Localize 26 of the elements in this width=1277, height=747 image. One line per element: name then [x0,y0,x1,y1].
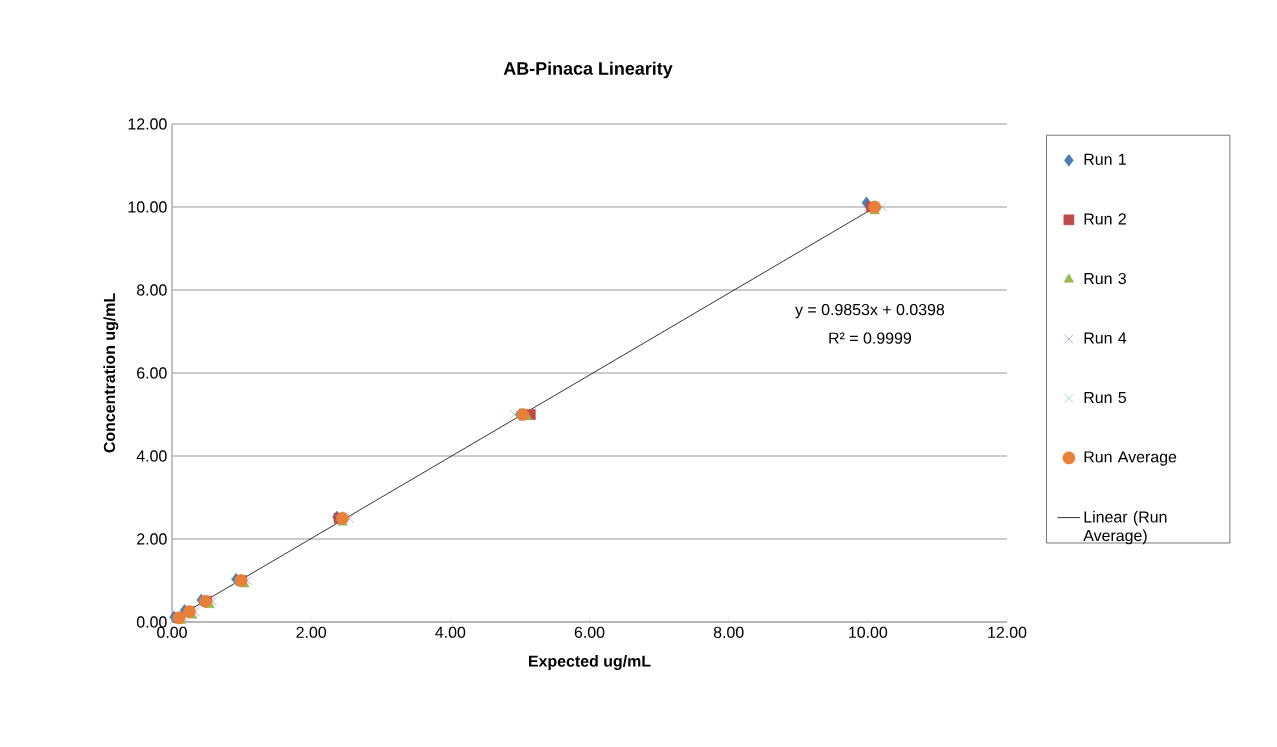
x-tick-label: 10.00 [849,626,888,638]
legend-label: Run 2 [1084,213,1126,225]
y-tick-label: 4.00 [136,450,167,462]
x-tick-label: 4.00 [435,626,466,638]
x-tick-label: 12.00 [988,626,1027,638]
y-tick-label: 6.00 [137,367,167,379]
x-axis-title: Expected ug/mL [529,655,651,670]
x-tick-label: 2.00 [296,626,327,638]
legend-label: Linear (Run Average) [1083,510,1167,545]
legend-label: Run 3 [1084,272,1126,285]
annotation: R² = 0.9999 [829,332,912,344]
annotation: y = 0.9853x + 0.0398 [795,303,945,319]
legend-label: Run Average [1084,451,1177,466]
y-axis-title: Concentration ug/mL [103,293,119,453]
y-tick-label: 0.00 [136,616,167,628]
legend-label: Run 5 [1084,391,1127,404]
y-tick-label: 10.00 [128,201,167,213]
y-tick-label: 8.00 [136,284,167,296]
chart-title: AB-Pinaca Linearity [503,61,673,79]
y-tick-label: 2.00 [137,533,167,545]
y-tick-label: 12.00 [128,118,167,130]
legend-label: Run 1 [1084,153,1126,165]
x-tick-label: 0.00 [157,626,187,638]
x-tick-label: 6.00 [574,626,605,638]
x-tick-label: 8.00 [713,626,744,638]
legend-label: Run 4 [1084,332,1127,344]
